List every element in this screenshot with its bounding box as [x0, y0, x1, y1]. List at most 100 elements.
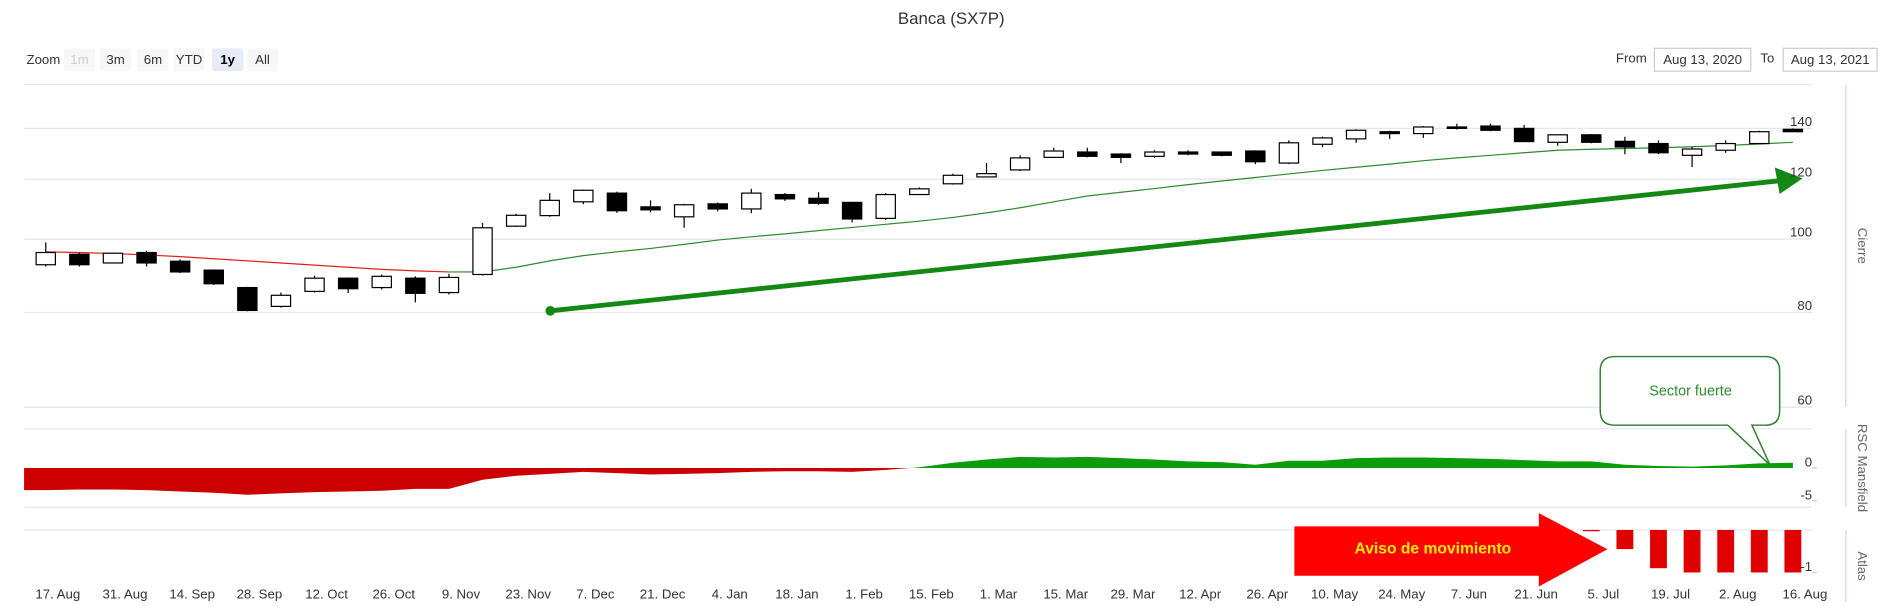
x-tick-label: 26. Oct — [372, 586, 415, 601]
chart-title: Banca (SX7P) — [898, 9, 1005, 28]
candle-body — [1547, 134, 1568, 143]
x-tick-label: 12. Oct — [305, 586, 348, 601]
y-tick-label: -1 — [1800, 559, 1812, 574]
to-date[interactable]: Aug 13, 2021 — [1791, 52, 1870, 67]
candle-body — [976, 173, 997, 178]
bar — [1750, 529, 1768, 573]
candle-body — [741, 192, 762, 210]
sector-callout: Sector fuerte — [1599, 355, 1781, 466]
candle-body — [573, 189, 594, 203]
x-tick-label: 17. Aug — [35, 586, 80, 601]
candle-body — [69, 253, 90, 266]
sector-text: Sector fuerte — [1649, 383, 1732, 399]
candle-body — [505, 214, 527, 227]
to-label: To — [1760, 51, 1774, 66]
zoom-button-label[interactable]: YTD — [176, 52, 202, 67]
candle-body — [1077, 151, 1098, 157]
zoom-button[interactable] — [246, 48, 279, 72]
x-tick-label: 1. Mar — [980, 586, 1018, 601]
movement-callout: Aviso de movimiento — [1294, 513, 1608, 587]
zoom-buttons: 1m 3m 6m YTD 1y All — [63, 48, 279, 72]
candle-body — [1245, 150, 1266, 163]
movement-text: Aviso de movimiento — [1354, 540, 1511, 557]
candle-body — [707, 203, 728, 210]
candle-body — [1379, 131, 1400, 135]
candle-body — [1413, 126, 1434, 135]
bar — [1650, 529, 1667, 569]
x-tick-label: 10. May — [1311, 586, 1358, 601]
x-tick-label: 18. Jan — [775, 586, 818, 601]
from-input[interactable] — [1653, 47, 1752, 72]
y-axis-title: RSC Mansfield — [1855, 424, 1870, 512]
candle-body — [942, 174, 964, 185]
trend-arrow — [545, 167, 1803, 316]
zoom-button-label[interactable]: 3m — [106, 52, 124, 67]
area-negative — [24, 467, 1793, 495]
candle-body — [405, 277, 426, 294]
candle-body — [1480, 125, 1501, 131]
y-tick-label: 100 — [1790, 225, 1812, 240]
zoom-button-label[interactable]: 1m — [70, 52, 88, 67]
candle-body — [371, 275, 392, 289]
candle-body — [808, 197, 829, 204]
bar — [1784, 529, 1802, 573]
candle-body — [472, 227, 493, 276]
zoom-button[interactable] — [63, 48, 96, 72]
candle-body — [1009, 157, 1031, 171]
zoom-button-label[interactable]: 1y — [220, 52, 235, 67]
candle-body — [1110, 153, 1132, 158]
candle-body — [1043, 150, 1064, 158]
candle-body — [1749, 131, 1770, 145]
candle-body — [1446, 126, 1468, 129]
x-tick-label: 26. Apr — [1246, 586, 1289, 601]
x-tick-label: 1. Feb — [845, 586, 883, 601]
zoom-button[interactable] — [211, 48, 244, 72]
y-tick-label: 140 — [1790, 114, 1812, 129]
zoom-button[interactable] — [99, 48, 132, 72]
candle-body — [169, 260, 191, 273]
candle-body — [102, 252, 124, 264]
candle-body — [438, 276, 460, 294]
x-tick-label: 29. Mar — [1111, 586, 1156, 601]
candle-body — [237, 286, 258, 312]
candle-body — [539, 199, 560, 217]
x-tick-label: 15. Feb — [909, 586, 954, 601]
zoom-button[interactable] — [137, 48, 169, 72]
x-tick-label: 7. Dec — [576, 586, 615, 601]
to-input[interactable] — [1782, 47, 1878, 72]
from-date[interactable]: Aug 13, 2020 — [1663, 52, 1742, 67]
y-tick-label: -5 — [1800, 487, 1812, 502]
zoom-button-label[interactable]: 6m — [144, 52, 162, 67]
y-axis-title: Atlas — [1855, 551, 1870, 581]
candle-body — [1345, 129, 1367, 140]
candle-body — [1681, 148, 1703, 156]
y-tick-label: 80 — [1797, 298, 1812, 313]
zoom-button-label[interactable]: All — [255, 52, 270, 67]
candle-body — [1782, 128, 1804, 133]
candle-body — [1513, 127, 1535, 143]
y-tick-label: 0 — [1805, 455, 1812, 470]
y-tick-label: 60 — [1797, 393, 1812, 408]
x-tick-label: 7. Jun — [1451, 586, 1487, 601]
candle-body — [304, 277, 325, 293]
x-tick-label: 24. May — [1378, 586, 1425, 601]
x-tick-label: 21. Dec — [640, 586, 686, 601]
bar — [1582, 529, 1600, 532]
candle-body — [606, 192, 628, 212]
zoom-button[interactable] — [173, 48, 205, 72]
x-tick-label: 19. Jul — [1651, 586, 1690, 601]
moving-average-line — [45, 141, 1793, 273]
x-tick-label: 12. Apr — [1179, 586, 1222, 601]
x-tick-label: 23. Nov — [505, 586, 551, 601]
x-tick-label: 28. Sep — [237, 586, 283, 601]
x-tick-label: 5. Jul — [1588, 586, 1620, 601]
candle-body — [1312, 137, 1333, 145]
candle-body — [203, 269, 224, 285]
bar — [1683, 529, 1701, 573]
candle-body — [1278, 142, 1300, 164]
x-tick-label: 4. Jan — [712, 586, 748, 601]
candle-body — [774, 193, 796, 200]
candle-body — [673, 204, 695, 218]
